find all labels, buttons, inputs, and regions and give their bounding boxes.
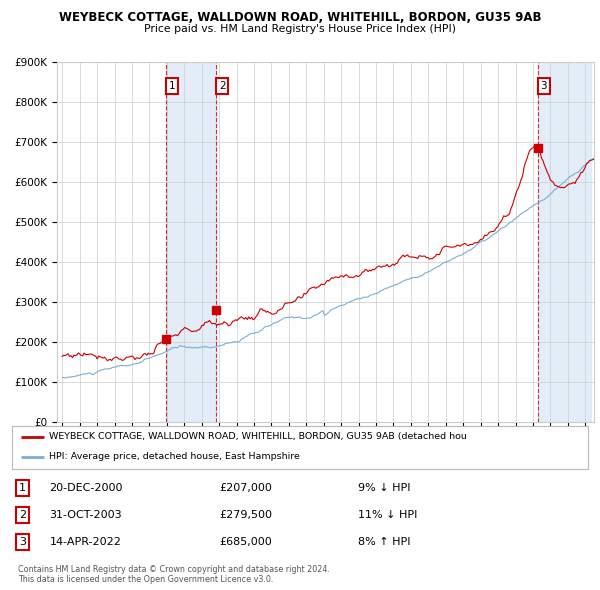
Text: HPI: Average price, detached house, East Hampshire: HPI: Average price, detached house, East…	[49, 453, 301, 461]
Text: £207,000: £207,000	[220, 483, 272, 493]
Text: 1: 1	[169, 81, 176, 91]
Text: 14-APR-2022: 14-APR-2022	[49, 537, 121, 548]
Bar	[166, 62, 216, 422]
Text: 3: 3	[19, 537, 26, 548]
Text: WEYBECK COTTAGE, WALLDOWN ROAD, WHITEHILL, BORDON, GU35 9AB: WEYBECK COTTAGE, WALLDOWN ROAD, WHITEHIL…	[59, 11, 541, 24]
Text: 8% ↑ HPI: 8% ↑ HPI	[358, 537, 410, 548]
Text: £685,000: £685,000	[220, 537, 272, 548]
Text: Price paid vs. HM Land Registry's House Price Index (HPI): Price paid vs. HM Land Registry's House …	[144, 25, 456, 34]
Text: WEYBECK COTTAGE, WALLDOWN ROAD, WHITEHILL, BORDON, GU35 9AB (detached hou: WEYBECK COTTAGE, WALLDOWN ROAD, WHITEHIL…	[49, 432, 467, 441]
Text: 11% ↓ HPI: 11% ↓ HPI	[358, 510, 417, 520]
Text: 20-DEC-2000: 20-DEC-2000	[49, 483, 123, 493]
Text: 2: 2	[19, 510, 26, 520]
Text: Contains HM Land Registry data © Crown copyright and database right 2024.: Contains HM Land Registry data © Crown c…	[18, 565, 330, 574]
Bar	[538, 62, 590, 422]
Text: £279,500: £279,500	[220, 510, 272, 520]
Text: 31-OCT-2003: 31-OCT-2003	[49, 510, 122, 520]
Text: This data is licensed under the Open Government Licence v3.0.: This data is licensed under the Open Gov…	[18, 575, 274, 584]
Text: 3: 3	[541, 81, 547, 91]
Text: 9% ↓ HPI: 9% ↓ HPI	[358, 483, 410, 493]
Text: 1: 1	[19, 483, 26, 493]
Text: 2: 2	[219, 81, 226, 91]
